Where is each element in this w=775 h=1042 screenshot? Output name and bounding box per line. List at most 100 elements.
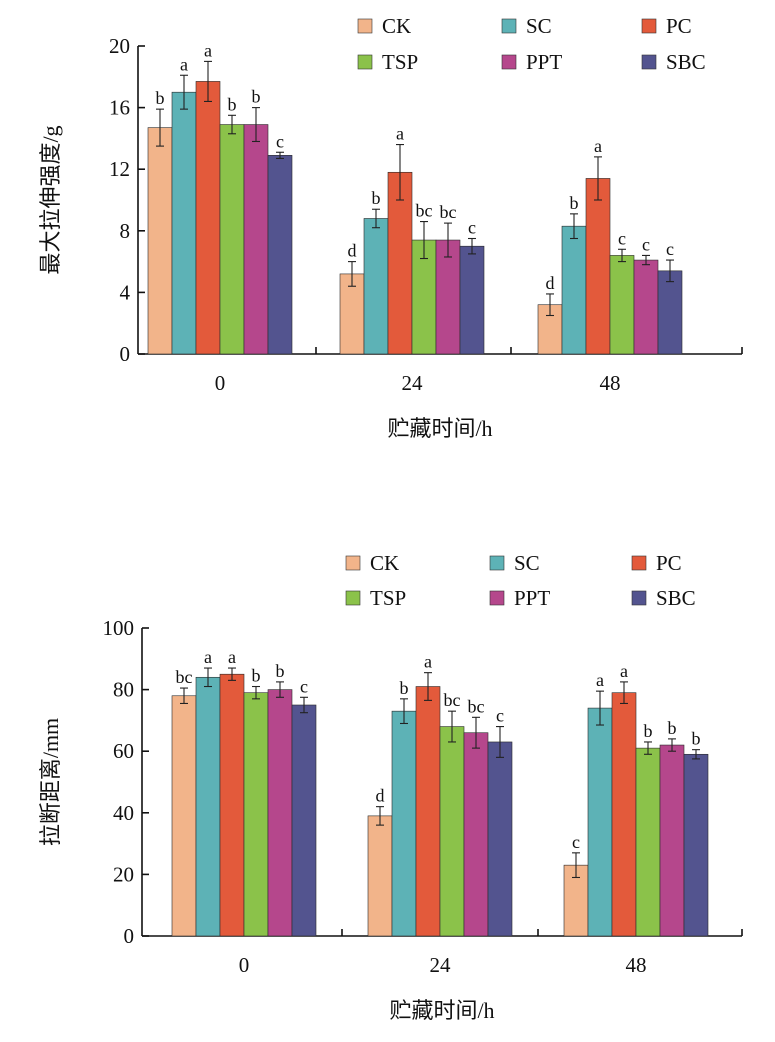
- significance-label: b: [644, 721, 653, 741]
- bar-SBC-24: [459, 245, 485, 355]
- legend-swatch-SBC: [641, 54, 657, 70]
- significance-label: c: [496, 706, 504, 726]
- y-axis-title: 最大拉伸强度/g: [38, 125, 63, 274]
- y-tick-label: 100: [103, 616, 135, 640]
- significance-label: c: [618, 228, 626, 248]
- y-tick-label: 40: [113, 801, 134, 825]
- significance-label: a: [204, 40, 212, 60]
- legend-swatch-CK: [345, 555, 361, 571]
- y-tick-label: 20: [109, 34, 130, 58]
- x-tick-label: 24: [430, 953, 452, 977]
- significance-label: bc: [440, 202, 457, 222]
- y-tick-label: 80: [113, 678, 134, 702]
- significance-label: a: [204, 647, 212, 667]
- bar-TSP-48: [635, 747, 661, 937]
- bar-SC-24: [363, 218, 389, 355]
- legend-label-SBC: SBC: [666, 50, 706, 74]
- legend-swatch-PPT: [501, 54, 517, 70]
- bar-SC-0: [171, 91, 197, 355]
- y-tick-label: 0: [124, 924, 135, 948]
- significance-label: bc: [416, 201, 433, 221]
- bar-PC-0: [219, 673, 245, 937]
- legend-label-PC: PC: [656, 551, 682, 575]
- x-tick-label: 48: [626, 953, 647, 977]
- bar-CK-0: [147, 127, 173, 355]
- legend-label-SBC: SBC: [656, 586, 696, 610]
- bar-PC-24: [387, 171, 413, 355]
- significance-label: c: [642, 234, 650, 254]
- legend-swatch-PPT: [489, 590, 505, 606]
- legend-swatch-SC: [489, 555, 505, 571]
- significance-label: c: [300, 676, 308, 696]
- legend-label-SC: SC: [514, 551, 540, 575]
- bar-PPT-24: [463, 732, 489, 937]
- y-tick-label: 0: [120, 342, 131, 366]
- bar-PC-0: [195, 81, 221, 355]
- x-tick-label: 24: [402, 371, 424, 395]
- bar-PC-48: [611, 692, 637, 937]
- significance-label: d: [376, 786, 385, 806]
- significance-label: b: [570, 193, 579, 213]
- bar-SC-0: [195, 676, 221, 937]
- legend-swatch-TSP: [357, 54, 373, 70]
- legend-swatch-CK: [357, 18, 373, 34]
- bar-SC-48: [587, 707, 613, 937]
- bar-PPT-0: [243, 124, 269, 355]
- bar-CK-0: [171, 695, 197, 937]
- legend-swatch-PC: [631, 555, 647, 571]
- significance-label: b: [252, 666, 261, 686]
- legend-label-TSP: TSP: [370, 586, 406, 610]
- bar-TSP-0: [243, 692, 269, 937]
- legend-label-PPT: PPT: [526, 50, 562, 74]
- y-axis-title: 拉断距离/mm: [38, 718, 63, 846]
- bar-PPT-48: [633, 259, 659, 355]
- significance-label: c: [666, 239, 674, 259]
- bar-SBC-48: [657, 270, 683, 355]
- x-axis-title: 贮藏时间/h: [389, 998, 494, 1023]
- significance-label: a: [596, 670, 604, 690]
- legend-label-CK: CK: [382, 14, 411, 38]
- significance-label: b: [692, 729, 701, 749]
- significance-label: b: [372, 188, 381, 208]
- y-tick-label: 60: [113, 739, 134, 763]
- significance-label: c: [468, 218, 476, 238]
- significance-label: a: [228, 647, 236, 667]
- significance-label: a: [424, 652, 432, 672]
- bar-SBC-24: [487, 741, 513, 937]
- y-tick-label: 20: [113, 862, 134, 886]
- significance-label: b: [400, 678, 409, 698]
- x-tick-label: 0: [215, 371, 226, 395]
- significance-label: b: [276, 661, 285, 681]
- legend-label-PC: PC: [666, 14, 692, 38]
- significance-label: a: [180, 54, 188, 74]
- significance-label: d: [546, 273, 555, 293]
- significance-label: c: [572, 832, 580, 852]
- legend-label-SC: SC: [526, 14, 552, 38]
- bar-PPT-0: [267, 689, 293, 937]
- y-tick-label: 12: [109, 157, 130, 181]
- bar-SBC-48: [683, 753, 709, 937]
- bar-TSP-48: [609, 255, 635, 355]
- bar-TSP-24: [439, 726, 465, 937]
- bar-SC-24: [391, 710, 417, 937]
- y-tick-label: 16: [109, 96, 130, 120]
- bar-PPT-48: [659, 744, 685, 937]
- significance-label: a: [396, 124, 404, 144]
- legend-label-TSP: TSP: [382, 50, 418, 74]
- y-tick-label: 4: [120, 280, 131, 304]
- bar-TSP-0: [219, 124, 245, 355]
- y-tick-label: 8: [120, 219, 131, 243]
- legend-swatch-SC: [501, 18, 517, 34]
- legend-label-PPT: PPT: [514, 586, 550, 610]
- significance-label: b: [252, 87, 261, 107]
- significance-label: a: [620, 661, 628, 681]
- significance-label: b: [668, 718, 677, 738]
- significance-label: d: [348, 241, 357, 261]
- bar-CK-24: [367, 815, 393, 937]
- significance-label: b: [156, 88, 165, 108]
- x-tick-label: 48: [600, 371, 621, 395]
- bar-PC-48: [585, 178, 611, 355]
